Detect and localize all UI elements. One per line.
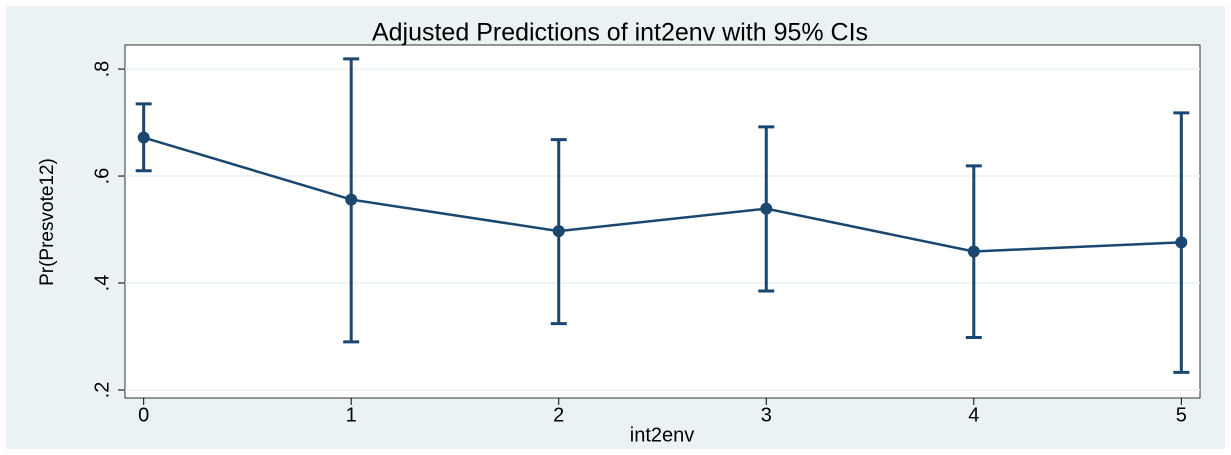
point xyxy=(137,131,150,144)
x-tick-label: 4 xyxy=(968,404,979,426)
x-tick-label: 5 xyxy=(1176,404,1187,426)
point xyxy=(552,225,565,238)
x-tick-label: 2 xyxy=(553,404,564,426)
y-tick-label: .2 xyxy=(91,382,113,399)
y-tick-label: .8 xyxy=(91,61,113,78)
x-tick-label: 3 xyxy=(761,404,772,426)
y-tick-label: .4 xyxy=(91,275,113,292)
x-tick-label: 1 xyxy=(346,404,357,426)
x-axis-label: int2env xyxy=(630,424,695,446)
line xyxy=(143,136,1182,253)
chart-title: Adjusted Predictions of int2env with 95%… xyxy=(372,19,868,47)
y-axis-label: Pr(Presvote12) xyxy=(37,158,58,286)
point xyxy=(1175,236,1188,249)
x-tick-label: 0 xyxy=(138,404,149,426)
point xyxy=(967,245,980,258)
point xyxy=(345,193,358,206)
plot-area xyxy=(124,44,1201,399)
point xyxy=(760,202,773,215)
y-tick-label: .6 xyxy=(91,168,113,185)
